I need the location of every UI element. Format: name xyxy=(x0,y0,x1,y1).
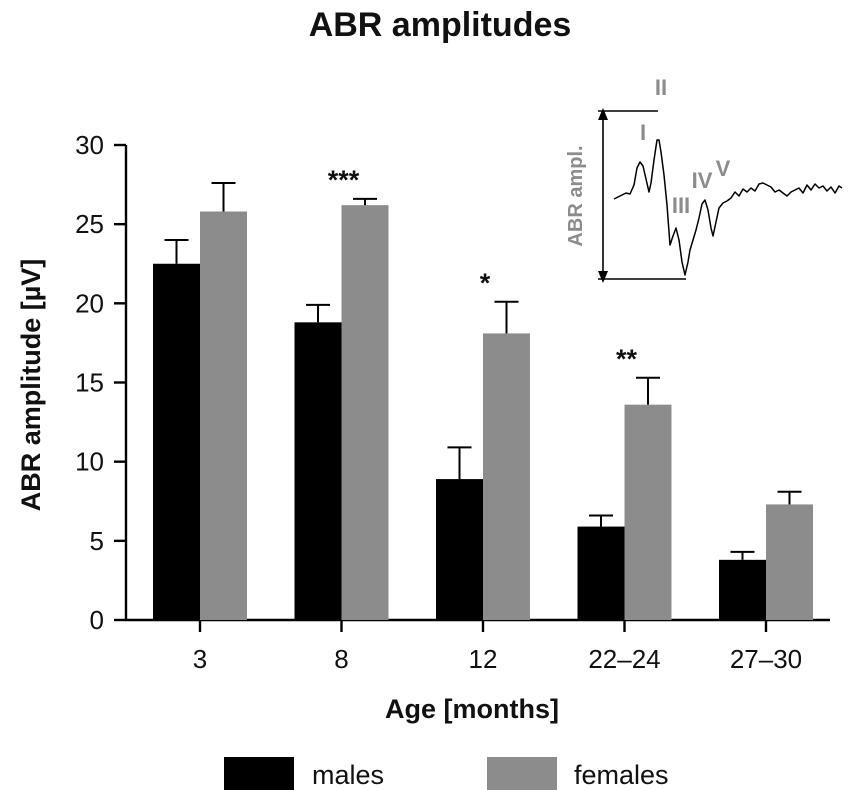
y-tick-label-0: 0 xyxy=(90,605,104,635)
peak-label-ii: II xyxy=(655,75,667,100)
inset-arrow-head-up xyxy=(598,108,608,120)
legend-swatch-females xyxy=(487,757,557,790)
inset-arrow-head-down xyxy=(598,271,608,283)
y-tick-label-15: 15 xyxy=(75,368,104,398)
legend-label-males: males xyxy=(312,760,384,790)
x-tick-label-12: 12 xyxy=(469,644,498,674)
x-tick-label-3: 3 xyxy=(193,644,207,674)
legend-label-females: females xyxy=(574,760,669,790)
bar-females-12 xyxy=(483,333,530,620)
legend: males females xyxy=(224,757,669,790)
peak-label-i: I xyxy=(640,120,646,145)
y-axis-label: ABR amplitude [µV] xyxy=(16,259,46,512)
abr-waveform-inset: I II III IV V ABR ampl. xyxy=(565,75,843,283)
x-tick-label-22-24: 22–24 xyxy=(588,644,660,674)
bar-males-3 xyxy=(153,263,200,620)
inset-waveform-trace xyxy=(613,139,843,276)
peak-label-iii: III xyxy=(672,193,690,218)
y-tick-label-30: 30 xyxy=(75,130,104,160)
x-axis-label: Age [months] xyxy=(385,694,559,724)
significance-mark-8: *** xyxy=(328,165,360,195)
y-tick-label-20: 20 xyxy=(75,288,104,318)
bar-females-27-30 xyxy=(766,504,813,620)
chart-title: ABR amplitudes xyxy=(309,6,572,44)
peak-label-iv: IV xyxy=(692,168,713,193)
y-tick-label-5: 5 xyxy=(90,526,104,556)
significance-mark-12: * xyxy=(480,268,491,298)
legend-swatch-males xyxy=(224,757,294,790)
bar-females-8 xyxy=(341,205,389,620)
significance-mark-22-24: ** xyxy=(616,344,638,374)
x-tick-label-8: 8 xyxy=(334,644,348,674)
bar-males-8 xyxy=(294,322,342,620)
x-tick-label-27-30: 27–30 xyxy=(730,644,802,674)
bar-females-3 xyxy=(200,211,247,620)
inset-amplitude-label: ABR ampl. xyxy=(565,145,587,246)
bar-males-22-24 xyxy=(577,526,625,620)
peak-label-v: V xyxy=(716,156,731,181)
y-tick-label-25: 25 xyxy=(75,209,104,239)
bar-males-27-30 xyxy=(719,559,766,620)
y-tick-label-10: 10 xyxy=(75,447,104,477)
bar-females-22-24 xyxy=(624,404,672,620)
bar-males-12 xyxy=(436,479,483,620)
